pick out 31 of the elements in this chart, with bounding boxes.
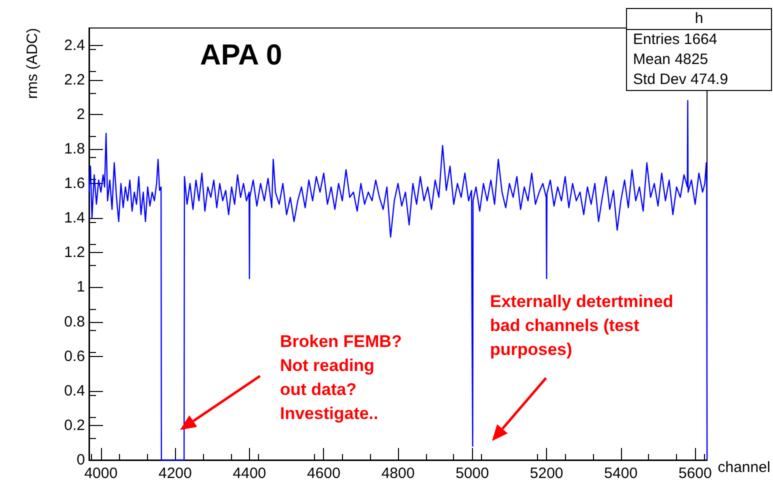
- y-tick-label: 1.6: [64, 175, 85, 192]
- annotation: Externally detertmined bad channels (test purposes): [490, 291, 674, 361]
- annotation: Std Dev 474.9: [632, 70, 730, 90]
- y-axis-title: rms (ADC): [24, 28, 41, 99]
- y-tick-label: 1.8: [64, 140, 85, 158]
- x-tick-label: 4800: [381, 465, 415, 482]
- x-axis-title: channel: [718, 459, 770, 476]
- y-tick-label: 2: [76, 106, 85, 123]
- annotation: Broken FEMB? Not reading out data? Investigate..: [280, 331, 403, 425]
- x-tick-label: 5600: [678, 465, 712, 482]
- y-tick-label: 1.2: [64, 244, 85, 262]
- y-tick-label: 0.8: [64, 313, 85, 330]
- x-tick-label: 4400: [232, 465, 266, 482]
- x-tick-label: 4600: [307, 465, 340, 482]
- y-tick-label: 2.2: [64, 71, 85, 88]
- annotation: Entries 1664: [632, 30, 718, 50]
- x-tick-label: 5200: [530, 465, 564, 482]
- y-tick-label: 0.6: [64, 348, 85, 365]
- y-tick-label: 0: [76, 452, 85, 468]
- x-tick-label: 4200: [158, 465, 192, 482]
- x-tick-label: 5000: [456, 465, 489, 482]
- x-tick-label: 5400: [604, 465, 638, 482]
- stats-box: h Entries 1664 Mean 4825 Std Dev 474.9: [626, 8, 772, 91]
- y-tick-label: 0.2: [64, 416, 85, 434]
- chart-title: APA 0: [200, 40, 282, 72]
- x-tick-label: 4000: [84, 465, 118, 482]
- y-tick-label: 0.4: [64, 382, 85, 400]
- y-tick-label: 1.4: [64, 210, 85, 227]
- y-tick-label: 2.4: [64, 36, 85, 54]
- annotation: Mean 4825: [632, 50, 710, 70]
- y-tick-label: 1: [76, 278, 85, 296]
